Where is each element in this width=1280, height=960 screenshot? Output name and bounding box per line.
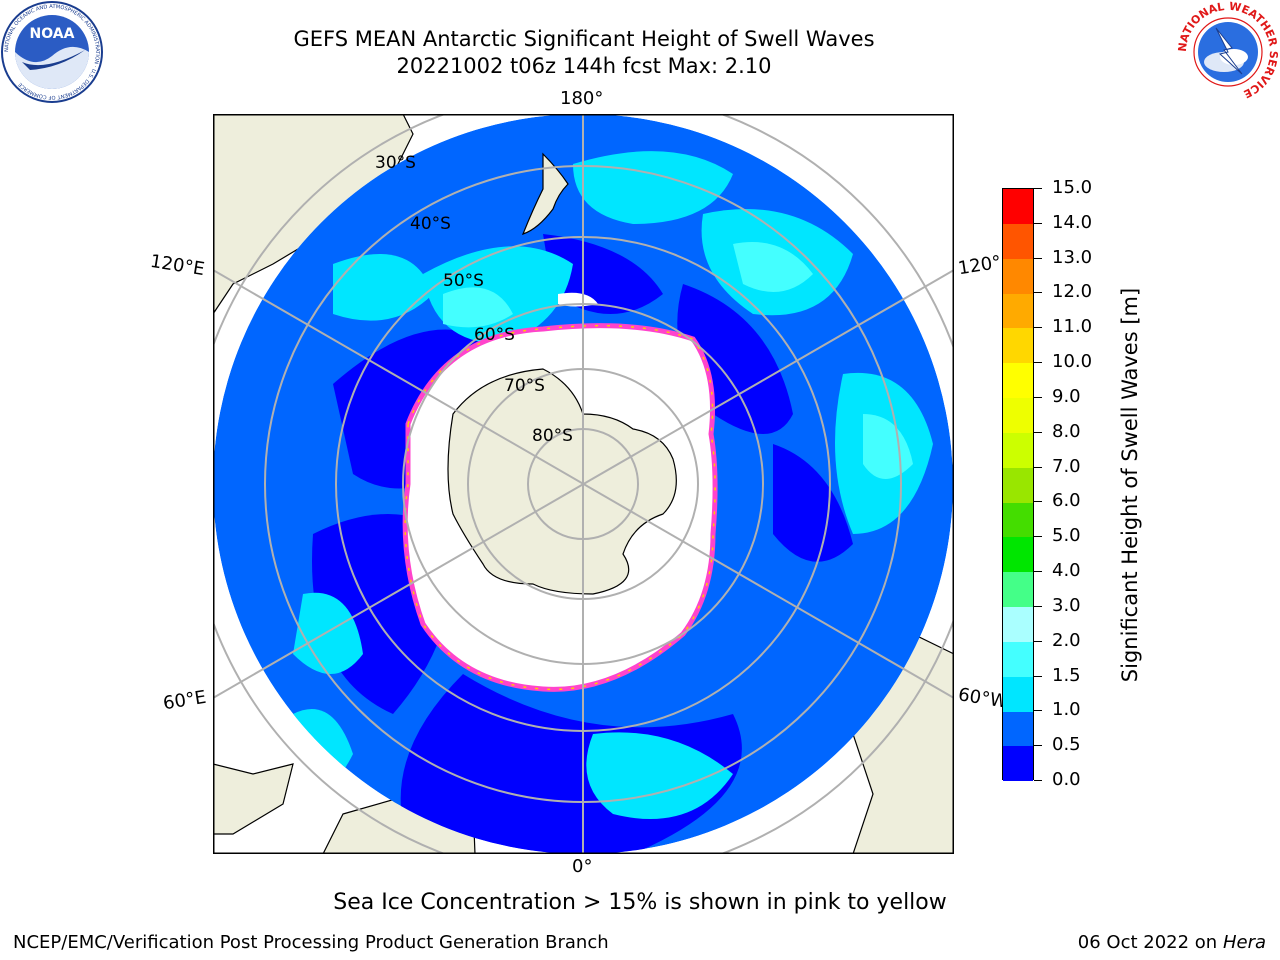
- colorbar-segment: [1003, 711, 1033, 747]
- colorbar-tick-label: 13.0: [1052, 246, 1093, 268]
- colorbar-tick-label: 7.0: [1052, 455, 1081, 477]
- colorbar-tick: [1034, 327, 1042, 329]
- colorbar-segment: [1003, 328, 1033, 364]
- colorbar-segment: [1003, 258, 1033, 294]
- colorbar-tick: [1034, 780, 1042, 781]
- colorbar-tick-label: 3.0: [1052, 594, 1081, 616]
- noaa-logo: NOAA NATIONAL OCEANIC AND ATMOSPHERIC AD…: [1, 1, 103, 103]
- colorbar-tick: [1034, 605, 1042, 607]
- colorbar-segment: [1003, 537, 1033, 573]
- colorbar-segment: [1003, 641, 1033, 677]
- colorbar-segment: [1003, 746, 1033, 782]
- colorbar-tick: [1034, 257, 1042, 259]
- new-zealand: [521, 152, 569, 235]
- lon-label-0: 0°: [572, 856, 593, 877]
- colorbar-segment: [1003, 676, 1033, 712]
- colorbar-tick: [1034, 675, 1042, 677]
- colorbar-tick: [1034, 466, 1042, 468]
- sea-ice-note: Sea Ice Concentration > 15% is shown in …: [333, 890, 947, 915]
- lon-label-180: 180°: [560, 88, 604, 109]
- noaa-logo-text: NOAA: [30, 26, 75, 42]
- lat-label-30s: 30°S: [375, 153, 416, 173]
- colorbar-tick: [1034, 571, 1042, 573]
- footer-date-text: 06 Oct 2022 on: [1077, 932, 1223, 953]
- lat-label-70s: 70°S: [504, 376, 545, 396]
- graticule: [213, 114, 954, 854]
- colorbar-tick-label: 0.0: [1052, 769, 1081, 790]
- colorbar-segment: [1003, 293, 1033, 329]
- colorbar: [1002, 188, 1034, 782]
- colorbar-tick: [1034, 640, 1042, 642]
- colorbar-tick-label: 2.0: [1052, 629, 1081, 651]
- colorbar-tick-label: 15.0: [1052, 177, 1093, 198]
- colorbar-tick: [1034, 536, 1042, 538]
- colorbar-tick: [1034, 501, 1042, 503]
- lon-label-120w: 120°: [956, 251, 1003, 280]
- lat-label-60s: 60°S: [474, 325, 515, 345]
- colorbar-segment: [1003, 606, 1033, 642]
- colorbar-segment: [1003, 189, 1033, 224]
- footer-date: 06 Oct 2022 on Hera: [1078, 932, 1266, 953]
- colorbar-tick: [1034, 292, 1042, 294]
- footer-host: Hera: [1222, 932, 1266, 953]
- colorbar-tick: [1034, 362, 1042, 364]
- lon-label-60e: 60°E: [161, 686, 208, 715]
- lat-label-80s: 80°S: [532, 426, 573, 446]
- colorbar-tick-label: 5.0: [1052, 525, 1081, 547]
- colorbar-tick: [1034, 745, 1042, 747]
- lat-label-40s: 40°S: [410, 214, 451, 234]
- colorbar-segment: [1003, 363, 1033, 399]
- colorbar-tick: [1034, 396, 1042, 398]
- colorbar-tick-label: 10.0: [1052, 351, 1093, 373]
- colorbar-tick: [1034, 222, 1042, 224]
- lat-label-50s: 50°S: [443, 271, 484, 291]
- nws-logo: NATIONAL WEATHER SERVICE: [1176, 0, 1280, 102]
- colorbar-segment: [1003, 572, 1033, 608]
- colorbar-segment: [1003, 467, 1033, 503]
- colorbar-tick-label: 1.0: [1052, 699, 1081, 721]
- colorbar-tick-label: 4.0: [1052, 560, 1081, 582]
- chart-subtitle: 20221002 t06z 144h fcst Max: 2.10: [396, 54, 772, 78]
- colorbar-tick-label: 9.0: [1052, 385, 1081, 407]
- lon-label-120e: 120°E: [148, 250, 207, 281]
- colorbar-tick-label: 0.5: [1052, 734, 1081, 756]
- colorbar-tick-label: 8.0: [1052, 420, 1081, 442]
- colorbar-tick: [1034, 431, 1042, 433]
- polar-map: 30°S 40°S 50°S 60°S 70°S 80°S: [213, 114, 954, 854]
- colorbar-label: Significant Height of Swell Waves [m]: [1118, 287, 1142, 683]
- colorbar-tick-label: 6.0: [1052, 490, 1081, 512]
- chart-title: GEFS MEAN Antarctic Significant Height o…: [293, 27, 875, 51]
- colorbar-tick-label: 14.0: [1052, 211, 1093, 233]
- antarctica: [447, 368, 677, 595]
- colorbar-tick-label: 11.0: [1052, 316, 1093, 338]
- colorbar-segment: [1003, 397, 1033, 433]
- colorbar-segment: [1003, 223, 1033, 259]
- colorbar-tick-label: 1.5: [1052, 664, 1081, 686]
- colorbar-segment: [1003, 432, 1033, 468]
- colorbar-segment: [1003, 502, 1033, 538]
- footer-credit: NCEP/EMC/Verification Post Processing Pr…: [13, 932, 609, 953]
- colorbar-tick-label: 12.0: [1052, 281, 1093, 303]
- colorbar-tick: [1034, 188, 1042, 189]
- colorbar-tick: [1034, 710, 1042, 712]
